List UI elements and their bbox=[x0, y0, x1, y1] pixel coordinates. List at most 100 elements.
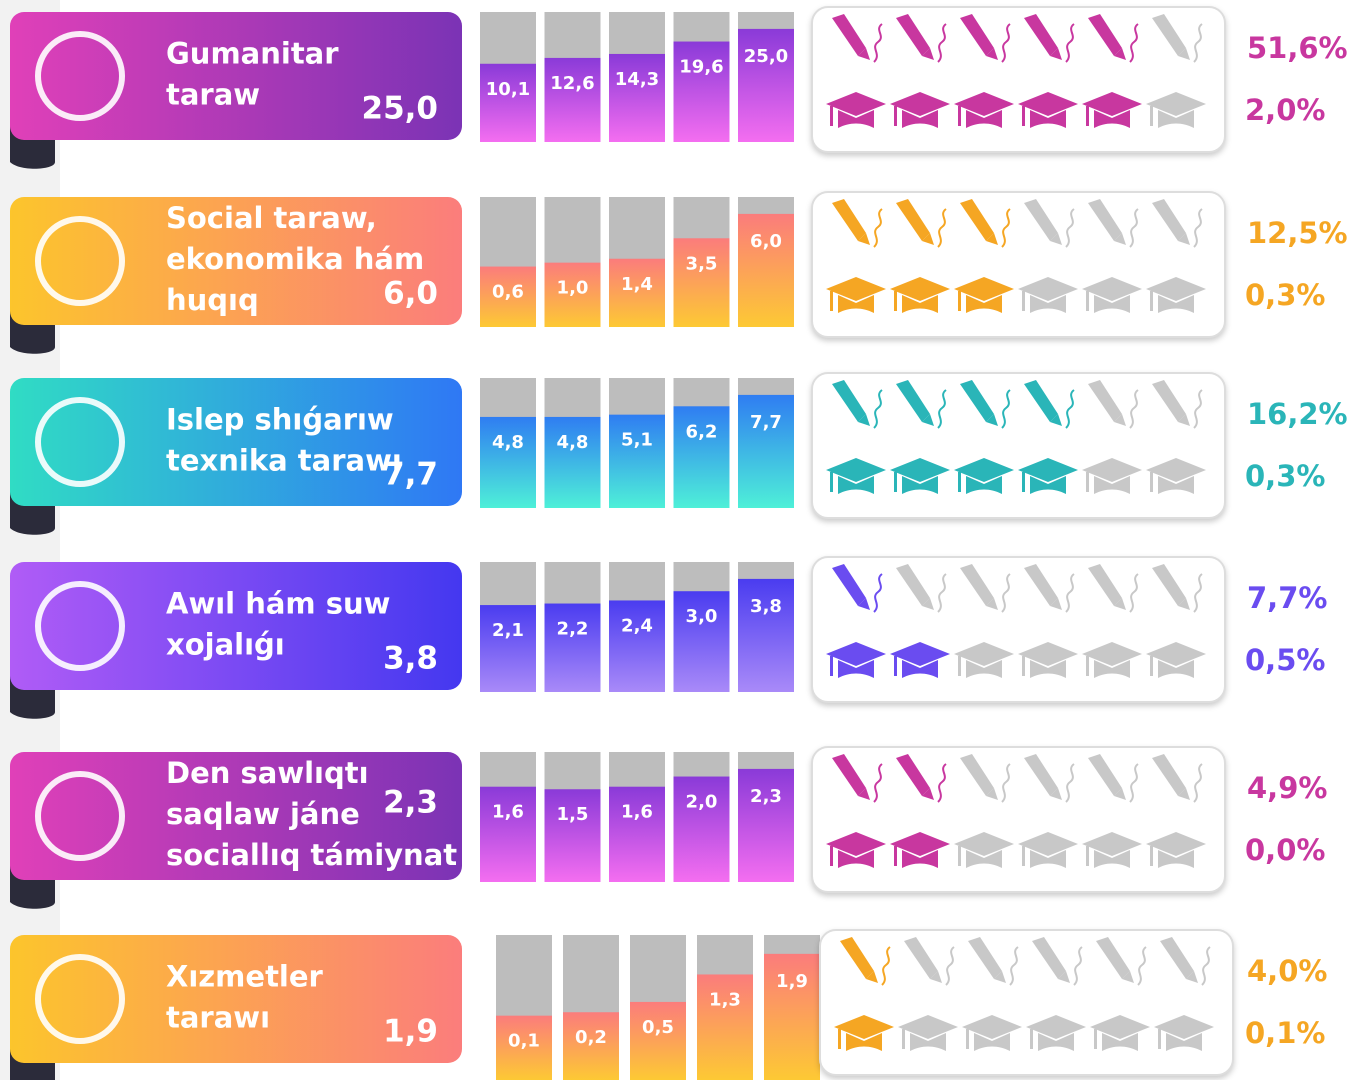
cap-tassel bbox=[902, 1029, 905, 1049]
cap-icon bbox=[1090, 1015, 1150, 1051]
cap-icon bbox=[1018, 458, 1078, 494]
pen-icon bbox=[960, 564, 1011, 613]
cap-base bbox=[902, 850, 938, 868]
banner-label: Islep shıǵarıw bbox=[166, 403, 394, 437]
cap-base bbox=[838, 660, 874, 678]
bar-label: 12,6 bbox=[550, 73, 594, 94]
bar bbox=[480, 416, 536, 508]
pen-icon bbox=[832, 564, 883, 613]
pen-squiggle bbox=[1193, 573, 1203, 613]
pen-squiggle bbox=[1065, 573, 1075, 613]
pen-percent: 4,0% bbox=[1247, 954, 1327, 988]
pen-body bbox=[1152, 14, 1186, 56]
bar-label: 10,1 bbox=[486, 79, 530, 100]
pen-body bbox=[960, 380, 994, 422]
cap-percent: 2,0% bbox=[1245, 93, 1325, 127]
cap-tassel bbox=[1150, 291, 1153, 311]
banner-icon bbox=[35, 397, 125, 487]
cap-tassel bbox=[958, 106, 961, 126]
bar-label: 3,5 bbox=[686, 253, 718, 274]
cap-top bbox=[826, 832, 886, 856]
cap-icon bbox=[1018, 92, 1078, 128]
cap-top bbox=[954, 832, 1014, 856]
bar-label: 19,6 bbox=[679, 57, 723, 78]
pen-nib bbox=[930, 971, 942, 983]
cap-icon bbox=[954, 458, 1014, 494]
banner-label: ekonomika hám bbox=[166, 242, 424, 276]
cap-percent: 0,3% bbox=[1245, 459, 1325, 493]
cap-icon bbox=[890, 458, 950, 494]
banner-total: 2,3 bbox=[383, 785, 438, 821]
cap-tassel bbox=[894, 291, 897, 311]
pen-body bbox=[1024, 564, 1058, 606]
bar bbox=[738, 213, 794, 327]
cap-tassel bbox=[830, 656, 833, 676]
pen-squiggle bbox=[873, 763, 883, 803]
bar-label: 0,6 bbox=[492, 282, 524, 303]
cap-base bbox=[838, 295, 874, 313]
cap-top bbox=[1146, 458, 1206, 482]
pen-nib bbox=[1178, 788, 1190, 800]
pen-nib bbox=[1050, 788, 1062, 800]
pen-body bbox=[1152, 564, 1186, 606]
cap-base bbox=[966, 476, 1002, 494]
pen-body bbox=[1024, 380, 1058, 422]
cap-top bbox=[826, 642, 886, 666]
pen-icon bbox=[832, 380, 883, 429]
pen-nib bbox=[922, 598, 934, 610]
pen-icon bbox=[1152, 14, 1203, 63]
cap-icon bbox=[1026, 1015, 1086, 1051]
bar bbox=[738, 578, 794, 692]
pen-nib bbox=[994, 971, 1006, 983]
pen-body bbox=[1088, 380, 1122, 422]
pen-icon bbox=[1152, 380, 1203, 429]
pen-squiggle bbox=[1129, 23, 1139, 63]
banner-label: huqıq bbox=[166, 283, 259, 317]
bar bbox=[609, 600, 665, 692]
cap-base bbox=[838, 110, 874, 128]
pen-icon bbox=[840, 937, 891, 986]
cap-tassel bbox=[1022, 472, 1025, 492]
pen-squiggle bbox=[1193, 763, 1203, 803]
pen-icon bbox=[1024, 564, 1075, 613]
cap-top bbox=[1154, 1015, 1214, 1039]
cap-top bbox=[1082, 277, 1142, 301]
banner-icon bbox=[35, 31, 125, 121]
cap-tassel bbox=[830, 106, 833, 126]
cap-icon bbox=[890, 832, 950, 868]
pen-nib bbox=[1178, 48, 1190, 60]
pen-squiggle bbox=[1193, 389, 1203, 429]
pen-squiggle bbox=[937, 208, 947, 248]
banner-label: Awıl hám suw bbox=[166, 587, 390, 621]
pen-nib bbox=[986, 788, 998, 800]
pen-nib bbox=[1058, 971, 1070, 983]
bar-label: 4,8 bbox=[492, 432, 524, 453]
pen-nib bbox=[858, 233, 870, 245]
pen-percent: 12,5% bbox=[1247, 216, 1347, 250]
cap-top bbox=[890, 642, 950, 666]
cap-top bbox=[890, 458, 950, 482]
cap-top bbox=[1146, 832, 1206, 856]
pen-icon bbox=[1088, 14, 1139, 63]
bar bbox=[609, 786, 665, 882]
pen-body bbox=[1032, 937, 1066, 979]
cap-tassel bbox=[1094, 1029, 1097, 1049]
pen-nib bbox=[1114, 414, 1126, 426]
cap-icon bbox=[826, 642, 886, 678]
pen-squiggle bbox=[1073, 946, 1083, 986]
pen-nib bbox=[986, 233, 998, 245]
cap-tassel bbox=[958, 656, 961, 676]
pen-body bbox=[1088, 754, 1122, 796]
bar bbox=[563, 1012, 619, 1080]
banner bbox=[10, 197, 462, 325]
cap-base bbox=[1158, 850, 1194, 868]
pen-squiggle bbox=[1129, 763, 1139, 803]
pen-body bbox=[1024, 199, 1058, 241]
bar-label: 6,0 bbox=[750, 231, 782, 252]
cap-base bbox=[1094, 295, 1130, 313]
bar-label: 2,0 bbox=[686, 792, 718, 813]
bar-label: 3,8 bbox=[750, 596, 782, 617]
pen-body bbox=[960, 564, 994, 606]
bar bbox=[697, 974, 753, 1080]
